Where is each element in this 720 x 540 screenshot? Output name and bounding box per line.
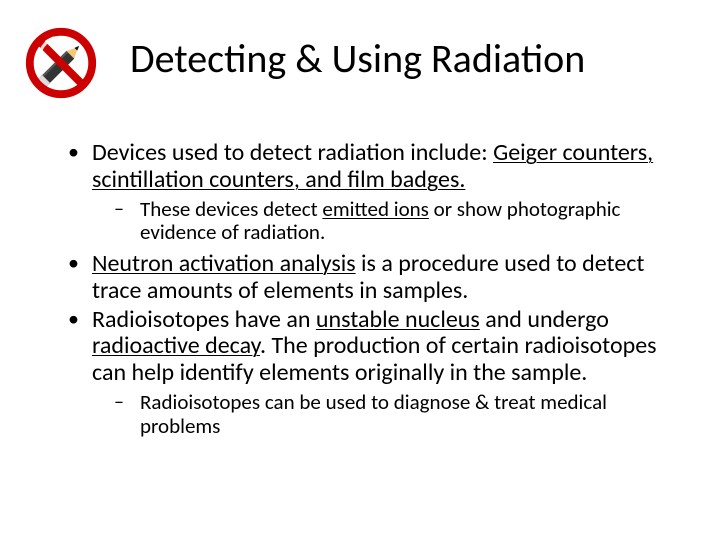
bullet-radioisotopes: Radioisotopes have an unstable nucleus a… [60, 307, 680, 439]
text: Radioisotopes can be used to diagnose & … [140, 389, 607, 439]
underlined-text: Neutron activation analysis [92, 249, 356, 278]
subbullet-radioisotopes-medical: Radioisotopes can be used to diagnose & … [92, 391, 680, 438]
underlined-text: radioactive decay [92, 331, 260, 360]
text: Devices used to detect radiation include… [92, 138, 493, 167]
underlined-text: unstable nucleus [316, 305, 480, 334]
text: These devices detect [140, 196, 322, 222]
text: Radioisotopes have an [92, 305, 316, 334]
text: and undergo [480, 305, 609, 334]
underlined-text: emitted ions [322, 196, 429, 222]
subbullet-devices-detail: These devices detect emitted ions or sho… [92, 198, 680, 245]
slide: Detecting & Using Radiation Devices used… [0, 0, 720, 540]
bullet-devices: Devices used to detect radiation include… [60, 140, 680, 245]
bullet-neutron-activation: Neutron activation analysis is a procedu… [60, 251, 680, 305]
slide-body: Devices used to detect radiation include… [60, 140, 680, 444]
slide-title: Detecting & Using Radiation [130, 34, 696, 83]
no-pencil-icon [22, 24, 100, 102]
